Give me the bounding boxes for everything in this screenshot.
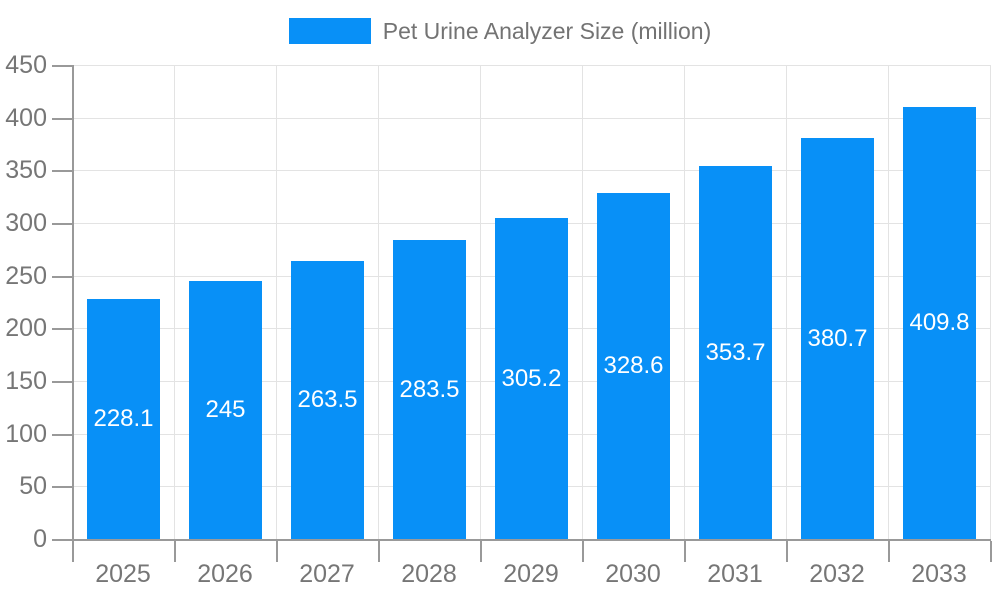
y-tick xyxy=(52,170,73,172)
x-tick-label: 2030 xyxy=(605,560,661,588)
y-tick-label: 350 xyxy=(5,156,47,184)
bar: 353.7 xyxy=(699,166,772,539)
bar: 245 xyxy=(189,281,262,539)
bar-value-label: 228.1 xyxy=(93,405,154,432)
x-tick xyxy=(72,541,74,562)
x-tick-label: 2028 xyxy=(401,560,457,588)
y-tick-label: 150 xyxy=(5,367,47,395)
gridline-vertical xyxy=(786,65,787,539)
x-tick-label: 2031 xyxy=(707,560,763,588)
gridline-vertical xyxy=(990,65,991,539)
y-tick-label: 50 xyxy=(19,472,47,500)
bar: 228.1 xyxy=(87,299,160,539)
x-tick xyxy=(786,541,788,562)
legend-item[interactable]: Pet Urine Analyzer Size (million) xyxy=(0,16,1000,46)
x-tick-label: 2025 xyxy=(95,560,151,588)
bar: 263.5 xyxy=(291,261,364,539)
y-tick-label: 100 xyxy=(5,420,47,448)
legend-swatch xyxy=(288,18,371,44)
x-tick xyxy=(276,541,278,562)
gridline-horizontal xyxy=(74,65,990,66)
y-tick xyxy=(52,276,73,278)
x-tick xyxy=(684,541,686,562)
gridline-vertical xyxy=(378,65,379,539)
bar: 305.2 xyxy=(495,218,568,539)
y-tick-label: 400 xyxy=(5,104,47,132)
x-tick xyxy=(480,541,482,562)
x-axis-line xyxy=(72,539,991,541)
gridline-vertical xyxy=(276,65,277,539)
y-tick xyxy=(52,434,73,436)
gridline-vertical xyxy=(480,65,481,539)
bar-value-label: 305.2 xyxy=(501,364,562,392)
bar-value-label: 245 xyxy=(205,396,246,423)
y-tick xyxy=(52,223,73,225)
x-tick xyxy=(582,541,584,562)
gridline-vertical xyxy=(684,65,685,539)
gridline-vertical xyxy=(582,65,583,539)
bar: 409.8 xyxy=(903,107,976,539)
y-tick-label: 450 xyxy=(5,51,47,79)
y-tick xyxy=(52,328,73,330)
y-axis-line xyxy=(72,65,74,541)
y-tick xyxy=(52,65,73,67)
bar-value-label: 409.8 xyxy=(909,309,970,336)
y-tick xyxy=(52,539,73,541)
legend-label: Pet Urine Analyzer Size (million) xyxy=(382,18,712,44)
y-tick xyxy=(52,486,73,488)
gridline-horizontal xyxy=(74,118,990,119)
y-tick-label: 250 xyxy=(5,262,47,290)
y-tick-label: 0 xyxy=(33,525,47,553)
bar-value-label: 283.5 xyxy=(399,375,460,403)
x-tick-label: 2033 xyxy=(911,560,967,588)
x-tick-label: 2032 xyxy=(809,560,865,588)
bar: 380.7 xyxy=(801,138,874,539)
y-tick xyxy=(52,381,73,383)
x-tick-label: 2027 xyxy=(299,560,355,588)
gridline-vertical xyxy=(174,65,175,539)
bar: 283.5 xyxy=(393,240,466,539)
gridline-vertical xyxy=(888,65,889,539)
y-tick-label: 200 xyxy=(5,314,47,342)
x-tick-label: 2026 xyxy=(197,560,253,588)
x-tick xyxy=(378,541,380,562)
y-tick xyxy=(52,118,73,120)
gridline-horizontal xyxy=(74,170,990,171)
bar: 328.6 xyxy=(597,193,670,539)
x-tick xyxy=(888,541,890,562)
bar-value-label: 353.7 xyxy=(705,338,766,366)
x-tick-label: 2029 xyxy=(503,560,559,588)
x-tick xyxy=(990,541,992,562)
x-tick xyxy=(174,541,176,562)
bar-value-label: 328.6 xyxy=(603,352,664,379)
bar-value-label: 380.7 xyxy=(807,324,868,352)
bar-value-label: 263.5 xyxy=(297,386,358,413)
y-tick-label: 300 xyxy=(5,209,47,237)
